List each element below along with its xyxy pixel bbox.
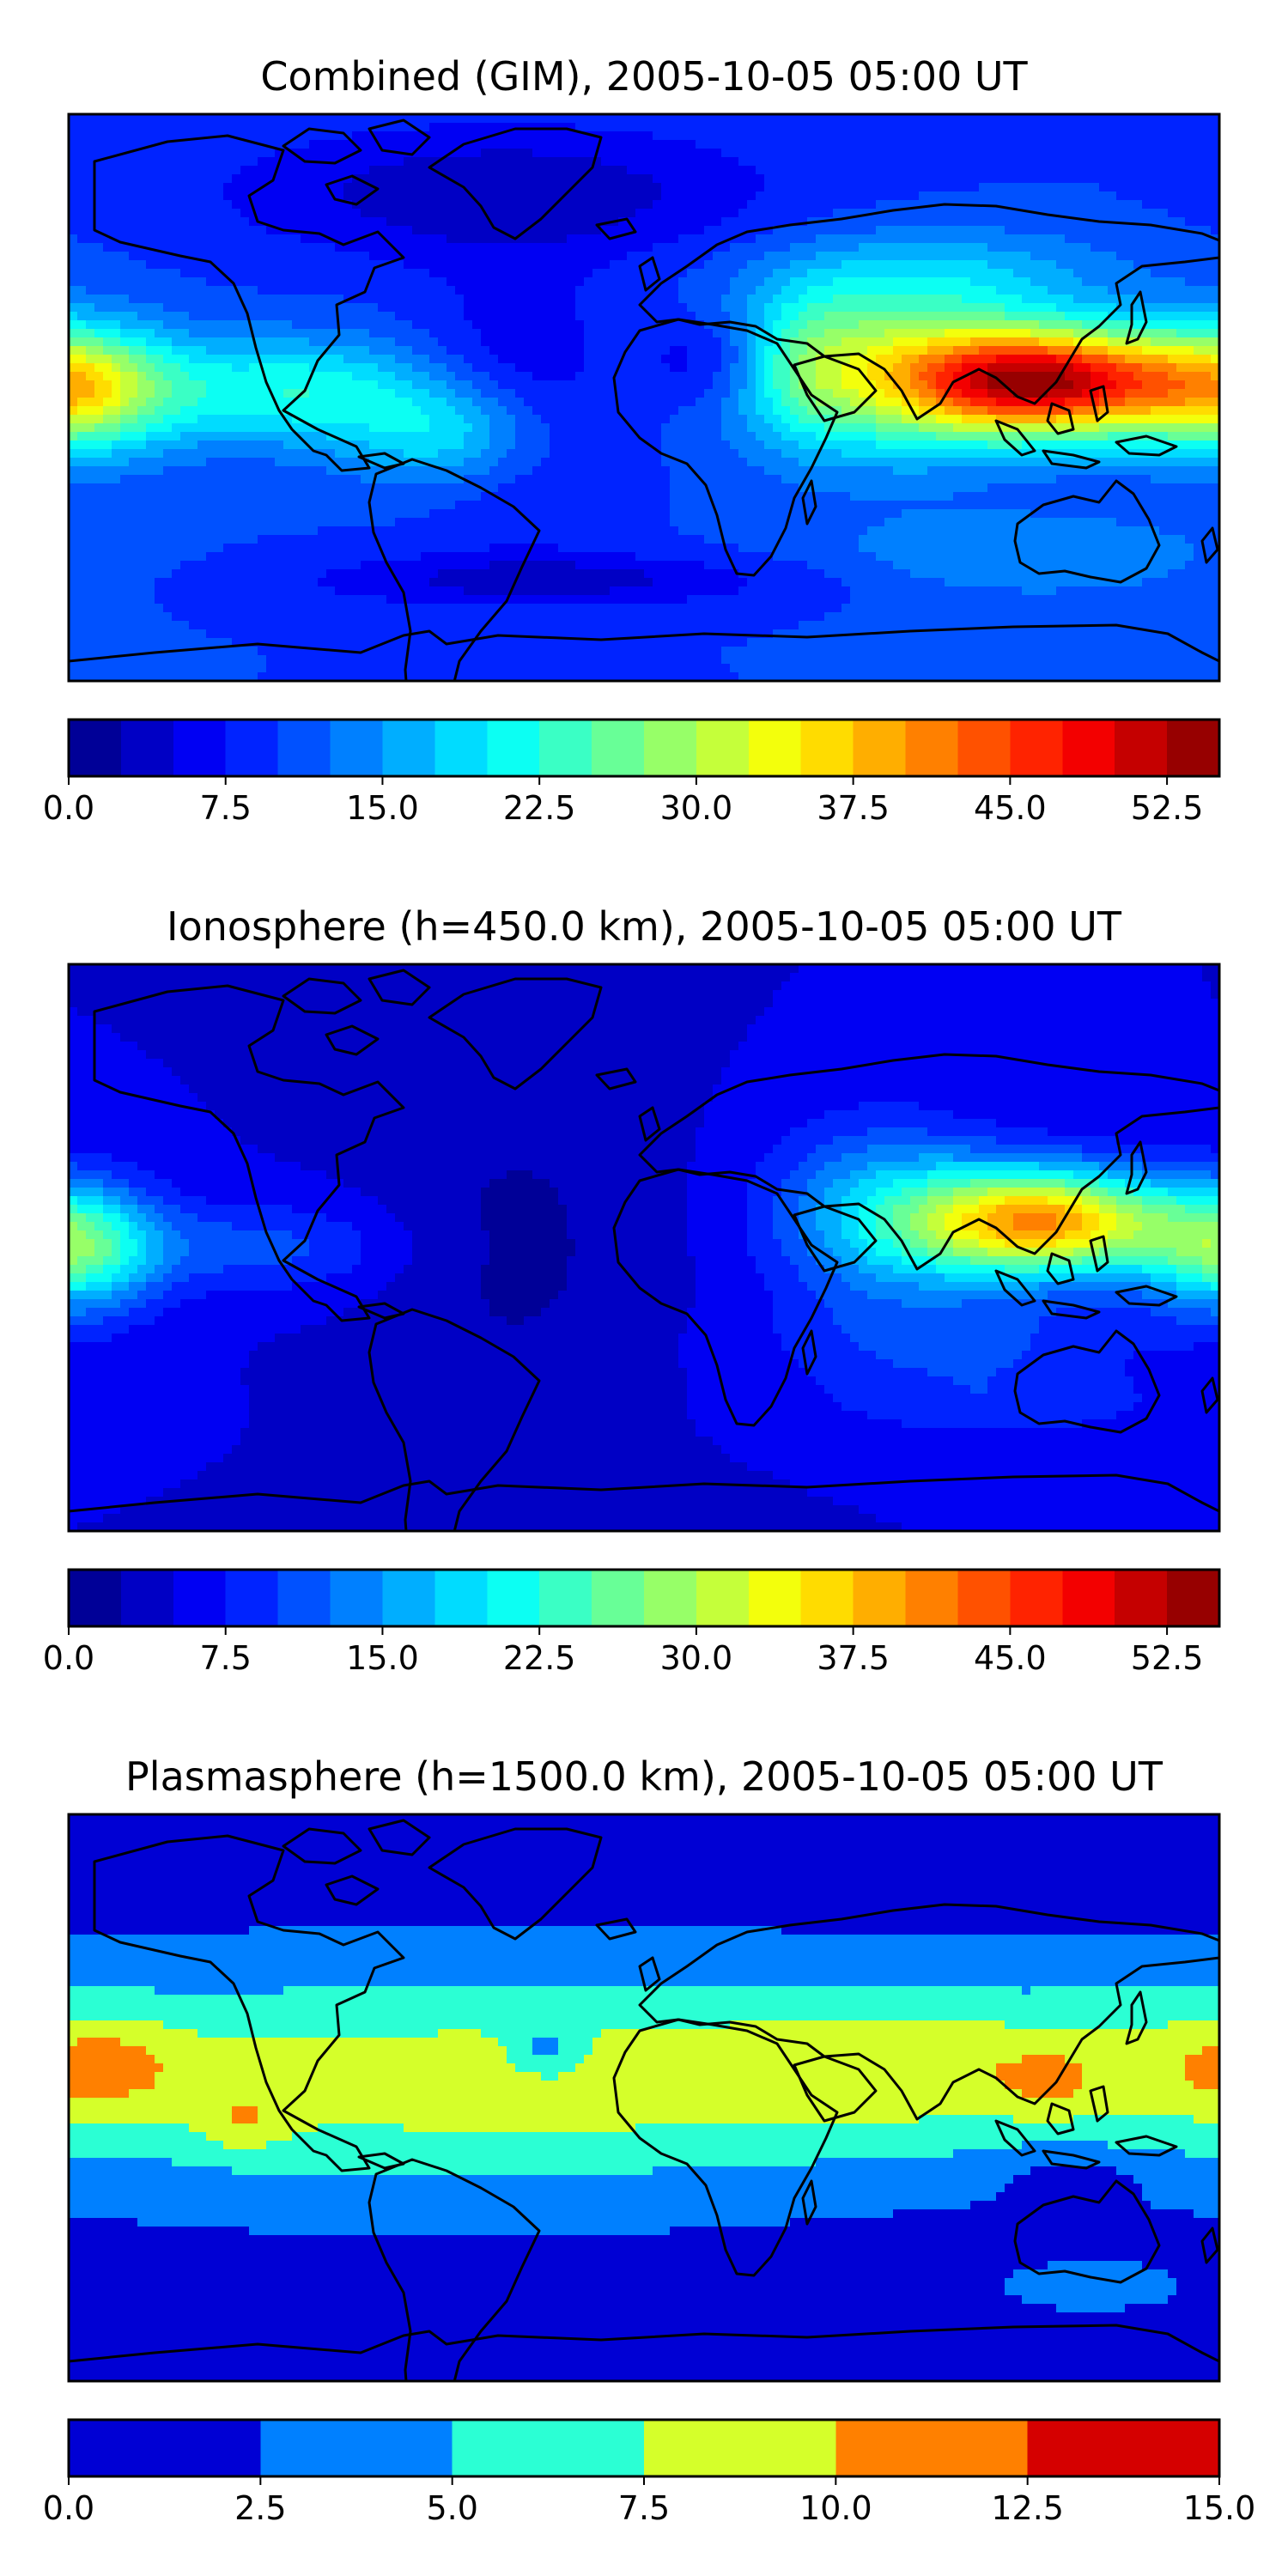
colorbar-tick-label: 15.0 [346, 1639, 419, 1677]
colorbar-segment [905, 720, 958, 776]
colorbar-tick-label: 5.0 [426, 2489, 477, 2527]
colorbar-frame [67, 1568, 1221, 1628]
colorbar-segment [748, 720, 802, 776]
colorbar-tick-label: 52.5 [1131, 1639, 1204, 1677]
colorbar-segment [853, 720, 907, 776]
colorbar-segment [1027, 2420, 1220, 2476]
colorbar-frame [67, 718, 1221, 778]
colorbar-segment [277, 1570, 331, 1626]
colorbar-segment [173, 1570, 227, 1626]
colorbar-segment [173, 720, 227, 776]
colorbar-segment [452, 2420, 645, 2476]
colorbar-tick-label: 45.0 [974, 1639, 1047, 1677]
colorbar-segment [905, 1570, 958, 1626]
colorbar-segment [1010, 1570, 1063, 1626]
colorbar: 0.0 7.5 15.0 22.5 30.0 37.5 45.0 52.5 [43, 718, 1221, 827]
colorbar-segment [1062, 1570, 1115, 1626]
colorbar-segment [69, 1570, 122, 1626]
colorbar-tick-label: 30.0 [660, 1639, 733, 1677]
colorbar-segment [225, 1570, 279, 1626]
colorbar-segment [800, 720, 854, 776]
colorbar-segment [644, 720, 697, 776]
colorbar-segment [539, 1570, 592, 1626]
colorbar-segment [1115, 1570, 1168, 1626]
colorbar-segment [487, 720, 540, 776]
colorbar-segment [120, 720, 174, 776]
colorbar-segment [69, 2420, 261, 2476]
colorbar-tick-label: 10.0 [799, 2489, 872, 2527]
colorbar-segment [1010, 720, 1063, 776]
colorbar-segment [1167, 1570, 1220, 1626]
colorbar-segment [696, 1570, 750, 1626]
colorbar-segment [69, 720, 122, 776]
colorbar-tick-label: 12.5 [991, 2489, 1064, 2527]
colorbar-segment [644, 2420, 836, 2476]
colorbar-segment [592, 720, 645, 776]
panel-combined: Combined (GIM), 2005-10-05 05:00 UT 0.0 7.… [43, 53, 1221, 827]
colorbar-segment [853, 1570, 907, 1626]
colorbar-segment [835, 2420, 1029, 2476]
panel-title: Ionosphere (h=450.0 km), 2005-10-05 05:0… [167, 903, 1122, 950]
colorbar-tick-label: 37.5 [817, 1639, 890, 1677]
colorbar-segment [644, 1570, 697, 1626]
colorbar-segment [330, 1570, 383, 1626]
colorbar-tick-label: 37.5 [817, 789, 890, 827]
colorbar-segment [434, 720, 488, 776]
map-frame [67, 963, 1221, 1533]
colorbar-segment [800, 1570, 854, 1626]
colorbar-segment [225, 720, 279, 776]
panel-ionosphere: Ionosphere (h=450.0 km), 2005-10-05 05:0… [43, 903, 1221, 1677]
colorbar-tick-label: 0.0 [43, 789, 94, 827]
colorbar-segment [382, 720, 435, 776]
colorbar-tick-label: 15.0 [346, 789, 419, 827]
colorbar-tick-label: 7.5 [618, 2489, 670, 2527]
panel-title: Plasmasphere (h=1500.0 km), 2005-10-05 0… [125, 1753, 1163, 1800]
colorbar-segment [487, 1570, 540, 1626]
colorbar-segment [120, 1570, 174, 1626]
map-frame [67, 1813, 1221, 2383]
colorbar-segment [277, 720, 331, 776]
tec-map [69, 964, 1219, 1531]
colorbar-tick-label: 22.5 [503, 789, 576, 827]
colorbar-segment [539, 720, 592, 776]
colorbar-segment [957, 720, 1011, 776]
colorbar-segment [382, 1570, 435, 1626]
colorbar-segment [957, 1570, 1011, 1626]
map-frame [67, 112, 1221, 683]
colorbar-tick-label: 30.0 [660, 789, 733, 827]
panel-plasmasphere: Plasmasphere (h=1500.0 km), 2005-10-05 0… [43, 1753, 1256, 2527]
colorbar-tick-label: 7.5 [200, 1639, 252, 1677]
colorbar-tick-label: 0.0 [43, 2489, 94, 2527]
colorbar-segment [1115, 720, 1168, 776]
colorbar-tick-label: 45.0 [974, 789, 1047, 827]
colorbar-tick-label: 52.5 [1131, 789, 1204, 827]
colorbar-segment [260, 2420, 453, 2476]
colorbar-segment [330, 720, 383, 776]
colorbar: 0.0 2.5 5.0 7.5 10.0 12.5 15.0 [43, 2418, 1256, 2527]
colorbar-segment [434, 1570, 488, 1626]
colorbar-tick-label: 7.5 [200, 789, 252, 827]
colorbar-tick-label: 15.0 [1183, 2489, 1256, 2527]
colorbar-segment [592, 1570, 645, 1626]
tec-map [69, 114, 1219, 681]
tec-map [69, 1814, 1219, 2381]
colorbar-segment [696, 720, 750, 776]
colorbar-segment [748, 1570, 802, 1626]
colorbar-tick-label: 0.0 [43, 1639, 94, 1677]
colorbar-segment [1062, 720, 1115, 776]
colorbar-segment [1167, 720, 1220, 776]
colorbar-tick-label: 2.5 [234, 2489, 286, 2527]
panel-title: Combined (GIM), 2005-10-05 05:00 UT [260, 53, 1028, 100]
colorbar: 0.0 7.5 15.0 22.5 30.0 37.5 45.0 52.5 [43, 1568, 1221, 1677]
colorbar-tick-label: 22.5 [503, 1639, 576, 1677]
